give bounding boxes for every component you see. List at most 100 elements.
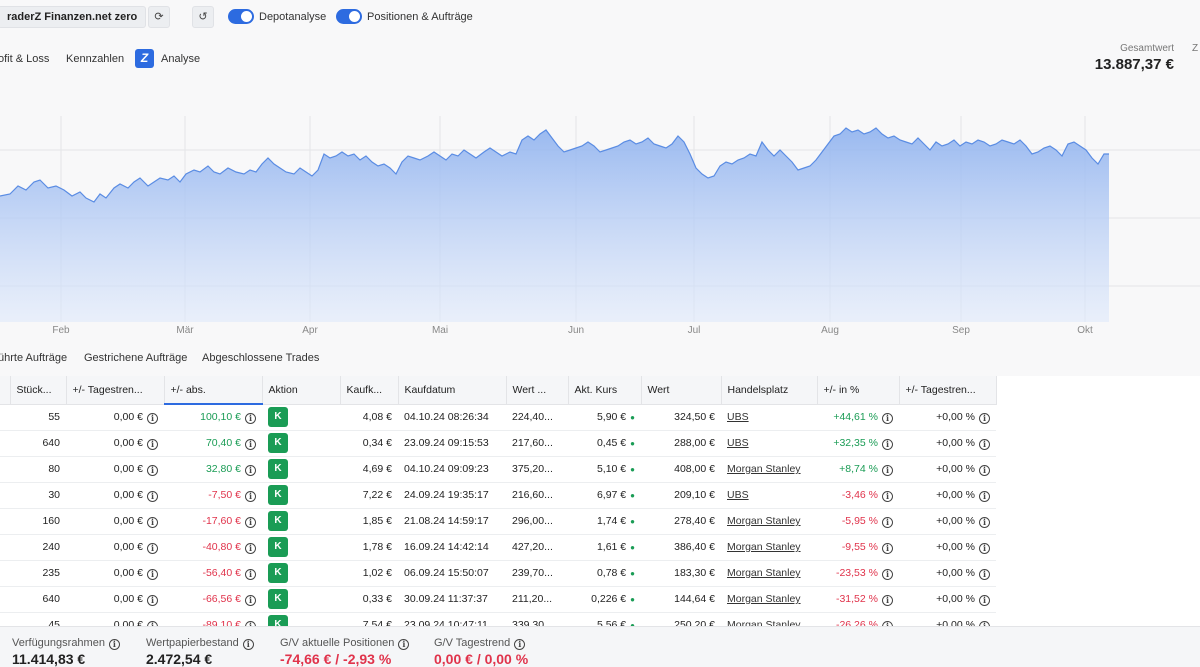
column-header[interactable]: Akt. Kurs — [568, 376, 642, 405]
info-icon[interactable]: i — [882, 464, 893, 476]
info-icon[interactable]: i — [147, 438, 158, 450]
info-icon[interactable]: i — [147, 542, 158, 554]
info-icon[interactable]: i — [147, 568, 158, 580]
depotanalyse-toggle[interactable] — [228, 9, 254, 24]
buy-action-button[interactable]: K — [268, 433, 288, 453]
table-row[interactable]: 235 0,00 € i -56,40 € i K 1,02 €06.09.24 15:50… — [0, 560, 996, 587]
chart-month-label: Mär — [176, 325, 194, 336]
venue-link[interactable]: UBS — [727, 411, 749, 423]
buy-action-button[interactable]: K — [268, 563, 288, 583]
info-icon[interactable]: i — [147, 516, 158, 528]
table-row[interactable]: 80 0,00 € i 32,80 € i K 4,69 €04.10.24 09:09:2… — [0, 456, 996, 483]
table-row[interactable]: 160 0,00 € i -17,60 € i K 1,85 €21.08.24 14:59… — [0, 508, 996, 535]
column-header[interactable]: +/- Tagestren... — [66, 376, 165, 405]
info-icon[interactable]: i — [245, 464, 256, 476]
column-header[interactable]: Stück... — [10, 376, 67, 405]
buy-action-button[interactable]: K — [268, 407, 288, 427]
buy-action-button[interactable]: K — [268, 537, 288, 557]
refresh-icon[interactable]: ⟳ — [148, 6, 170, 28]
info-icon[interactable]: i — [147, 412, 158, 424]
tab-ausgefuehrte-auftraege[interactable]: ührte Aufträge — [0, 352, 68, 364]
info-icon[interactable]: i — [979, 412, 990, 424]
positionen-toggle[interactable] — [336, 9, 362, 24]
info-icon[interactable]: i — [245, 490, 256, 502]
info-icon[interactable]: i — [882, 490, 893, 502]
table-row[interactable]: 640 0,00 € i -66,56 € i K 0,33 €30.09.24 11:37… — [0, 586, 996, 613]
info-icon[interactable]: i — [245, 438, 256, 450]
info-icon[interactable]: i — [882, 568, 893, 580]
venue-link[interactable]: Morgan Stanley — [727, 463, 801, 475]
venue-link[interactable]: UBS — [727, 489, 749, 501]
info-icon[interactable]: i — [979, 542, 990, 554]
info-icon[interactable]: i — [979, 464, 990, 476]
info-icon[interactable]: i — [245, 412, 256, 424]
buy-action-button[interactable]: K — [268, 589, 288, 609]
table-row[interactable]: 640 0,00 € i 70,40 € i K 0,34 €23.09.24 09:15:… — [0, 430, 996, 457]
info-icon[interactable]: i — [108, 639, 120, 650]
buy-action-button[interactable]: K — [268, 485, 288, 505]
venue-link[interactable]: Morgan Stanley — [727, 541, 801, 553]
column-header[interactable]: Wert — [641, 376, 722, 405]
column-header[interactable]: Aktion — [262, 376, 341, 405]
tab-abgeschlossene-trades[interactable]: Abgeschlossene Trades — [202, 352, 320, 364]
account-selector-button[interactable]: raderZ Finanzen.net zero — [0, 6, 147, 28]
column-header[interactable]: Wert ... — [506, 376, 569, 405]
info-icon[interactable]: i — [882, 412, 893, 424]
table-row[interactable]: 30 0,00 € i -7,50 € i K 7,22 €24.09.24 19:35:1… — [0, 482, 996, 509]
cell-cut — [0, 456, 10, 483]
info-icon[interactable]: i — [882, 620, 893, 626]
column-header[interactable]: +/- abs. — [164, 376, 263, 405]
nav-profit-loss[interactable]: ofit & Loss — [0, 53, 50, 65]
info-icon[interactable]: i — [979, 568, 990, 580]
column-header[interactable]: +/- in % — [817, 376, 900, 405]
info-icon[interactable]: i — [882, 438, 893, 450]
nav-analyse[interactable]: Analyse — [161, 53, 201, 65]
cell-day-trend: 0,00 € i — [66, 482, 164, 509]
cell-venue: Morgan Stanley — [721, 456, 817, 483]
info-icon[interactable]: i — [882, 542, 893, 554]
info-icon[interactable]: i — [979, 516, 990, 528]
analyse-icon[interactable]: Z — [135, 49, 154, 68]
portfolio-chart[interactable]: Feb Mär Apr Mai Jun Jul Aug Sep Okt — [0, 116, 1200, 340]
buy-action-button[interactable]: K — [268, 459, 288, 479]
column-header[interactable]: +/- Tagestren... — [899, 376, 997, 405]
info-icon[interactable]: i — [979, 438, 990, 450]
info-icon[interactable]: i — [882, 594, 893, 606]
nav-kennzahlen[interactable]: Kennzahlen — [66, 53, 125, 65]
info-icon[interactable]: i — [398, 639, 410, 650]
buy-action-button[interactable]: K — [268, 511, 288, 531]
cell-action: K — [262, 508, 340, 535]
info-icon[interactable]: i — [979, 490, 990, 502]
buy-action-button[interactable]: K — [268, 615, 288, 626]
venue-link[interactable]: UBS — [727, 437, 749, 449]
column-header[interactable]: Kaufdatum — [398, 376, 507, 405]
info-icon[interactable]: i — [514, 639, 526, 650]
info-icon[interactable]: i — [245, 594, 256, 606]
cell-quantity: 45 — [10, 612, 66, 626]
table-row[interactable]: 240 0,00 € i -40,80 € i K 1,78 €16.09.24 14:42… — [0, 534, 996, 561]
info-icon[interactable]: i — [979, 594, 990, 606]
cell-buy-date: 21.08.24 14:59:17 — [398, 508, 506, 535]
info-icon[interactable]: i — [147, 464, 158, 476]
cell-value: 324,50 € — [641, 404, 721, 431]
info-icon[interactable]: i — [147, 620, 158, 626]
column-header[interactable]: Kaufk... — [340, 376, 399, 405]
info-icon[interactable]: i — [147, 594, 158, 606]
info-icon[interactable]: i — [245, 620, 256, 626]
info-icon[interactable]: i — [147, 490, 158, 502]
info-icon[interactable]: i — [882, 516, 893, 528]
venue-link[interactable]: Morgan Stanley — [727, 515, 801, 527]
table-row[interactable]: 45 0,00 € i -89,10 € i K 7,54 €23.09.24 10:47:… — [0, 612, 996, 626]
table-row[interactable]: 55 0,00 € i 100,10 € i K 4,08 €04.10.24 08:26:… — [0, 404, 996, 431]
info-icon[interactable]: i — [242, 639, 254, 650]
reset-icon[interactable]: ↺ — [192, 6, 214, 28]
column-header[interactable]: Handelsplatz — [721, 376, 818, 405]
info-icon[interactable]: i — [979, 620, 990, 626]
info-icon[interactable]: i — [245, 568, 256, 580]
info-icon[interactable]: i — [245, 542, 256, 554]
tab-gestrichene-auftraege[interactable]: Gestrichene Aufträge — [84, 352, 188, 364]
info-icon[interactable]: i — [245, 516, 256, 528]
venue-link[interactable]: Morgan Stanley — [727, 619, 801, 626]
venue-link[interactable]: Morgan Stanley — [727, 593, 801, 605]
venue-link[interactable]: Morgan Stanley — [727, 567, 801, 579]
